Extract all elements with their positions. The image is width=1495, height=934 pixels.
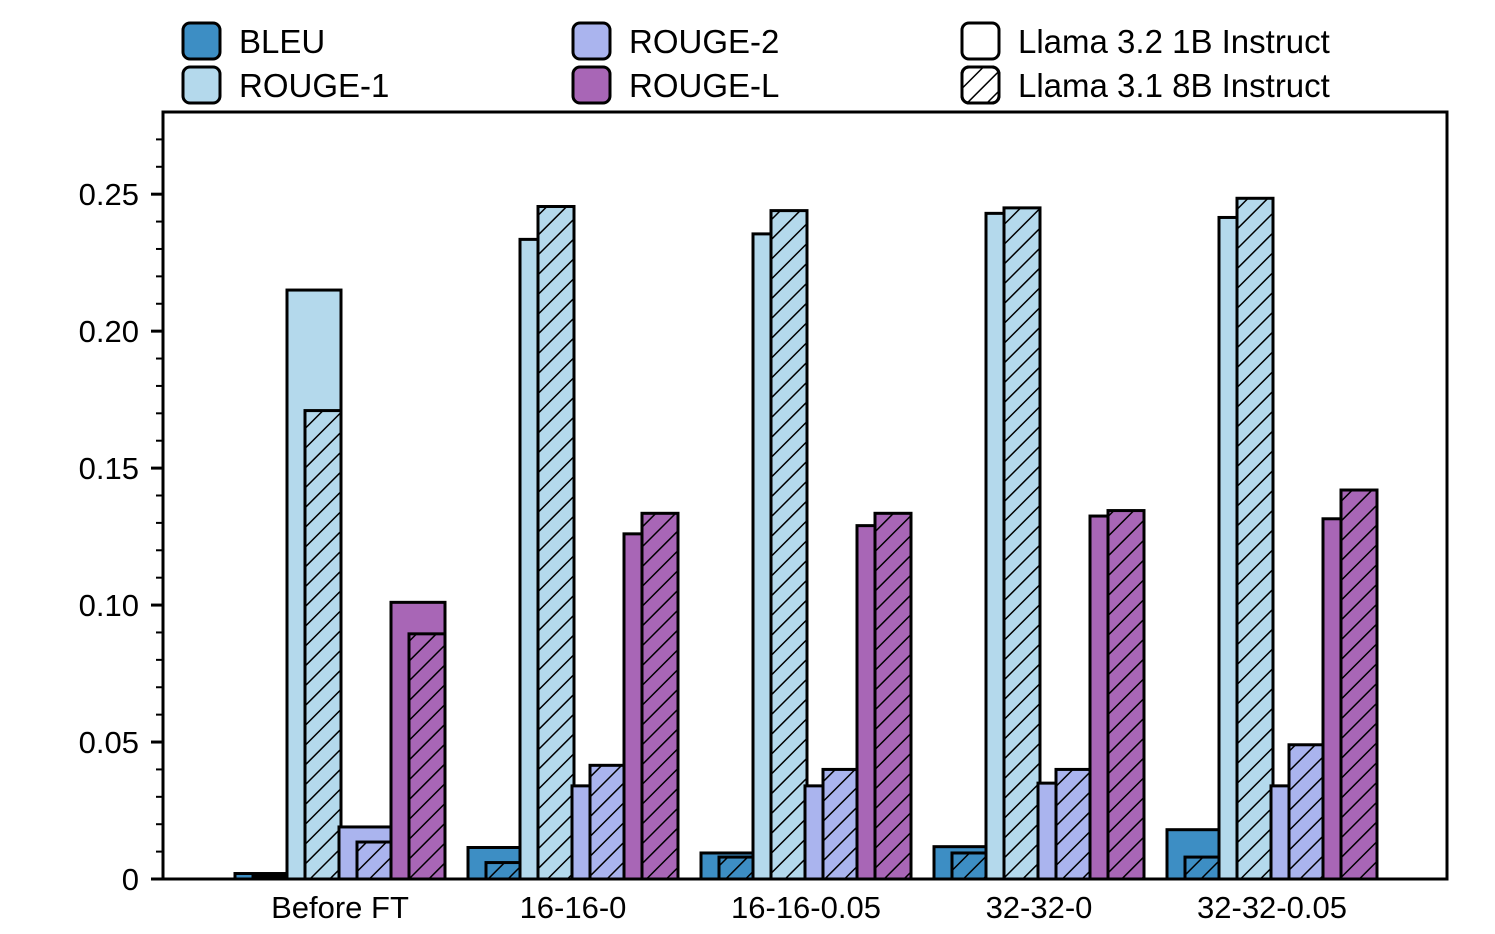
bar-bleu-llama-3-1-8b-32-32-0-05 (1183, 855, 1223, 881)
y-axis: 0 0.05 0.10 0.15 0.20 0.25 (79, 138, 163, 897)
bar-rouge-l-llama-3-1-8b-16-16-0 (640, 511, 680, 881)
bar-rouge-2-llama-3-1-8b-32-32-0-05 (1287, 743, 1327, 881)
legend-item-rouge-1: ROUGE-1 (181, 65, 389, 105)
bar-rouge-1-llama-3-1-8b-16-16-0-05 (769, 209, 809, 881)
legend-label: ROUGE-L (629, 67, 779, 104)
x-axis: Before FT 16-16-0 16-16-0.05 32-32-0 32-32-0… (271, 890, 1347, 925)
y-tick-label: 0.10 (79, 588, 139, 623)
legend-swatch (181, 65, 222, 105)
legend-label: BLEU (239, 23, 325, 60)
y-tick-label: 0.25 (79, 177, 139, 212)
bar-rouge-1-llama-3-1-8b-32-32-0 (1002, 206, 1042, 881)
bars-group (233, 196, 1379, 881)
legend-item-rouge-2: ROUGE-2 (571, 21, 779, 61)
x-tick-label-16-16-0-05: 16-16-0.05 (731, 890, 881, 925)
legend-label: Llama 3.1 8B Instruct (1018, 67, 1330, 104)
legend-label: ROUGE-1 (239, 67, 389, 104)
bar-rouge-1-llama-3-1-8b-32-32-0-05 (1235, 196, 1275, 881)
x-tick-label-32-32-0-05: 32-32-0.05 (1197, 890, 1347, 925)
legend-item-llama-3-1-8b-instruct: Llama 3.1 8B Instruct (960, 65, 1330, 105)
bar-rouge-l-llama-3-1-8b-before-ft (407, 632, 447, 881)
bar-rouge-l-llama-3-1-8b-32-32-0 (1106, 509, 1146, 881)
legend-swatch (571, 21, 612, 61)
x-tick-label-32-32-0: 32-32-0 (986, 890, 1093, 925)
legend-label: ROUGE-2 (629, 23, 779, 60)
legend-item-bleu: BLEU (181, 21, 325, 61)
y-tick-label: 0.05 (79, 725, 139, 760)
bar-bleu-llama-3-1-8b-32-32-0 (950, 851, 990, 881)
bar-rouge-2-llama-3-1-8b-16-16-0 (588, 763, 628, 881)
bar-rouge-2-llama-3-1-8b-32-32-0 (1054, 767, 1094, 881)
legend-swatch (960, 21, 1001, 61)
legend: BLEU ROUGE-1 ROUGE-2 ROUGE-L Llama 3.2 1B In… (181, 21, 1330, 105)
bar-bleu-llama-3-1-8b-16-16-0 (484, 861, 524, 881)
y-tick-label: 0 (122, 862, 139, 897)
bar-rouge-l-llama-3-1-8b-16-16-0-05 (873, 511, 913, 881)
legend-label: Llama 3.2 1B Instruct (1018, 23, 1330, 60)
bar-rouge-1-llama-3-1-8b-before-ft (303, 409, 343, 881)
x-tick-label-before-ft: Before FT (271, 890, 409, 925)
x-tick-label-16-16-0: 16-16-0 (520, 890, 627, 925)
legend-swatch (571, 65, 612, 105)
y-tick-label: 0.15 (79, 451, 139, 486)
legend-item-rouge-l: ROUGE-L (571, 65, 779, 105)
bar-rouge-2-llama-3-1-8b-16-16-0-05 (821, 767, 861, 881)
legend-swatch (181, 21, 222, 61)
y-tick-label: 0.20 (79, 314, 139, 349)
bar-bleu-llama-3-1-8b-16-16-0-05 (717, 855, 757, 881)
bar-rouge-1-llama-3-1-8b-16-16-0 (536, 205, 576, 881)
bar-rouge-2-llama-3-1-8b-before-ft (355, 840, 395, 881)
bar-rouge-l-llama-3-1-8b-32-32-0-05 (1339, 488, 1379, 881)
legend-item-llama-3-2-1b-instruct: Llama 3.2 1B Instruct (960, 21, 1330, 61)
